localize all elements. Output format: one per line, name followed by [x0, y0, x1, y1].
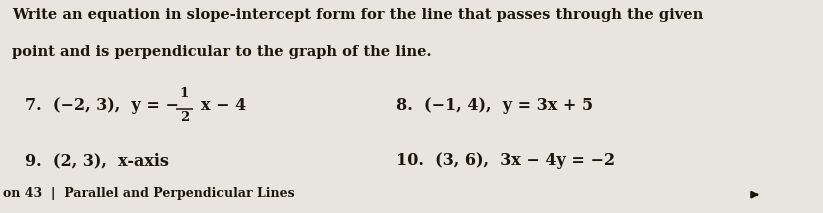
Text: x − 4: x − 4: [201, 97, 246, 114]
Text: 10.  (3, 6),  3x − 4y = −2: 10. (3, 6), 3x − 4y = −2: [396, 152, 616, 169]
Text: on 43  |  Parallel and Perpendicular Lines: on 43 | Parallel and Perpendicular Lines: [2, 187, 295, 200]
Text: 2: 2: [179, 111, 189, 124]
Text: 8.  (−1, 4),  y = 3x + 5: 8. (−1, 4), y = 3x + 5: [396, 97, 593, 114]
Text: point and is perpendicular to the graph of the line.: point and is perpendicular to the graph …: [12, 45, 431, 59]
Text: 7.  (−2, 3),  y = −: 7. (−2, 3), y = −: [26, 97, 179, 114]
Text: 1: 1: [179, 87, 189, 100]
Text: Write an equation in slope-intercept form for the line that passes through the g: Write an equation in slope-intercept for…: [12, 8, 703, 22]
Text: 9.  (2, 3),  x-axis: 9. (2, 3), x-axis: [26, 152, 170, 169]
